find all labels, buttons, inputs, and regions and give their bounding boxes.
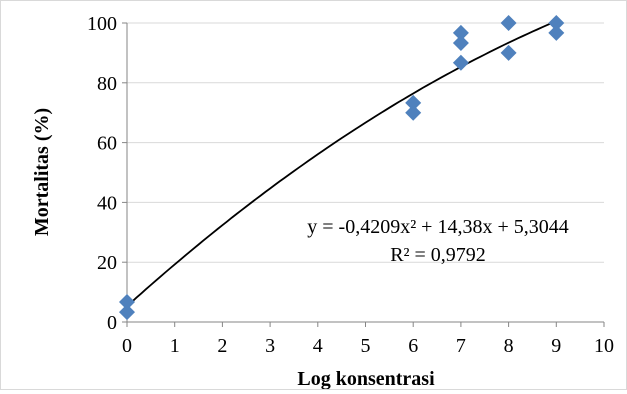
- data-point: [500, 15, 517, 31]
- data-point: [548, 24, 565, 41]
- x-tick-label: 0: [122, 335, 132, 357]
- r-squared-label: R² = 0,9792: [390, 244, 486, 266]
- x-tick-label: 2: [217, 335, 227, 357]
- trendline: [126, 20, 557, 307]
- y-tick-label: 40: [97, 192, 117, 214]
- data-point: [452, 24, 469, 41]
- data-point: [119, 304, 135, 321]
- data-point: [452, 54, 469, 71]
- x-tick-label: 7: [456, 335, 466, 357]
- x-tick-label: 8: [504, 335, 514, 357]
- x-tick-label: 9: [551, 335, 561, 357]
- tick-labels: 0 20 40 60 80 100 0 1 2 3 4 5 6 7 8 9 10: [87, 13, 614, 357]
- trendline-layer: [126, 20, 557, 307]
- x-tick-label: 6: [408, 335, 418, 357]
- data-point: [452, 35, 469, 52]
- x-tick-label: 1: [170, 335, 180, 357]
- x-tick-label: 5: [361, 335, 371, 357]
- trendline-equation: y = -0,4209x² + 14,38x + 5,3044: [307, 216, 569, 238]
- y-axis-title: Mortalitas (%): [31, 108, 53, 236]
- data-point: [500, 44, 517, 61]
- gridlines: [127, 22, 604, 263]
- y-tick-label: 80: [97, 73, 117, 95]
- x-axis-title: Log konsentrasi: [297, 368, 435, 389]
- axes: [122, 22, 605, 327]
- data-point: [405, 104, 422, 121]
- data-point: [405, 94, 422, 111]
- x-tick-label: 4: [313, 335, 323, 357]
- data-point: [548, 15, 565, 31]
- x-tick-label: 10: [594, 335, 614, 357]
- y-tick-label: 20: [97, 252, 117, 274]
- x-tick-label: 3: [265, 335, 275, 357]
- data-points: [119, 15, 565, 321]
- y-tick-label: 0: [107, 312, 117, 334]
- y-tick-label: 60: [97, 133, 117, 155]
- data-point: [119, 293, 135, 310]
- y-tick-label: 100: [87, 13, 117, 35]
